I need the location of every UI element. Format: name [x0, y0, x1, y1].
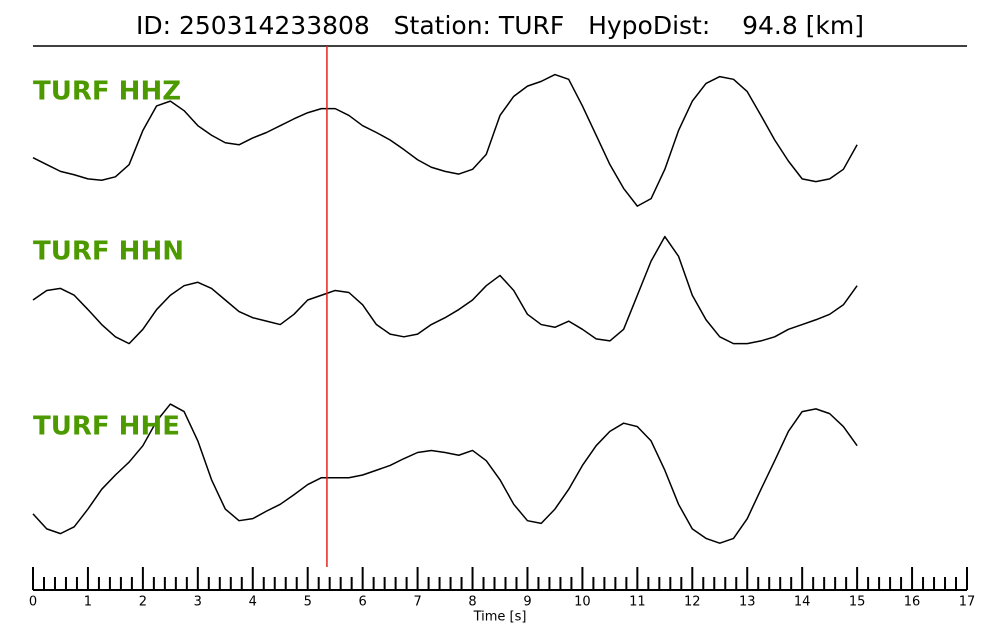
x-tick-label: 5 — [304, 595, 312, 610]
trace — [32, 403, 858, 544]
trace-label: TURF HHN — [33, 237, 184, 267]
x-tick-label: 4 — [249, 595, 257, 610]
x-tick-label: 10 — [574, 595, 591, 610]
trace-label: TURF HHZ — [33, 77, 181, 107]
chart-title: ID: 250314233808 Station: TURF HypoDist:… — [136, 11, 864, 40]
trace — [32, 73, 858, 207]
x-tick-label: 1 — [84, 595, 92, 610]
x-tick-label: 8 — [468, 595, 476, 610]
x-tick-label: 17 — [959, 595, 976, 610]
trace — [32, 235, 858, 345]
x-tick-label: 9 — [523, 595, 531, 610]
x-tick-label: 14 — [794, 595, 811, 610]
x-tick-label: 6 — [359, 595, 367, 610]
x-tick-label: 11 — [629, 595, 646, 610]
x-tick-label: 0 — [29, 595, 37, 610]
x-tick-label: 3 — [194, 595, 202, 610]
x-tick-label: 15 — [849, 595, 866, 610]
trace-label: TURF HHE — [33, 412, 180, 442]
x-tick-label: 16 — [904, 595, 921, 610]
x-tick-label: 12 — [684, 595, 701, 610]
x-tick-label: 13 — [739, 595, 756, 610]
x-tick-label: 2 — [139, 595, 147, 610]
x-tick-label: 7 — [413, 595, 421, 610]
x-axis-label: Time [s] — [473, 610, 527, 625]
